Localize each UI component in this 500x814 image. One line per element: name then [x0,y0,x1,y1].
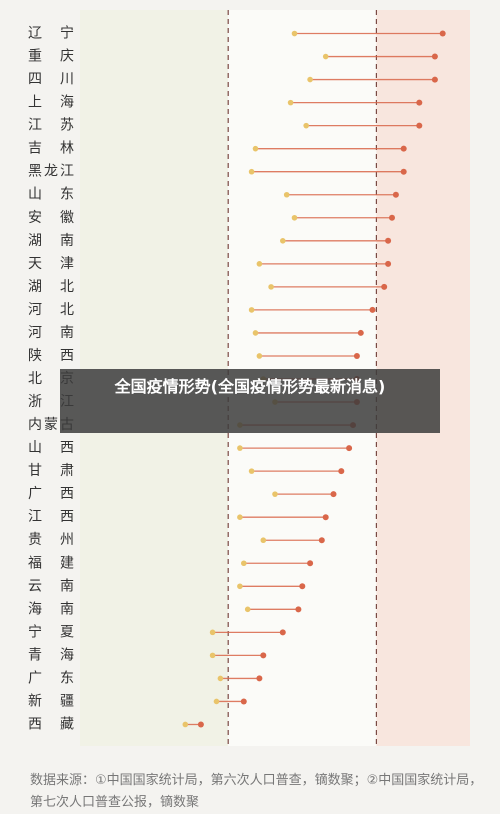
category-label: 广西 [28,486,74,502]
start-dot [322,53,329,60]
start-dot [209,652,216,659]
end-dot [295,606,302,613]
end-dot [416,99,423,106]
category-label: 贵州 [28,532,74,548]
start-dot [252,145,259,152]
category-label: 天津 [28,256,74,272]
category-label: 重庆 [28,49,74,65]
start-dot [291,30,298,37]
end-dot [385,237,392,244]
start-dot [303,122,310,129]
category-label: 四川 [28,72,74,88]
start-dot [280,238,286,244]
end-dot [400,145,407,152]
category-label: 甘肃 [28,463,74,479]
category-label: 湖南 [28,233,74,249]
category-label: 上海 [28,95,74,111]
end-dot [439,30,446,37]
start-dot [283,191,290,198]
end-dot [416,122,423,129]
category-label: 江苏 [28,118,74,134]
start-dot [237,445,243,451]
end-dot [357,329,364,336]
end-dot [330,491,337,498]
category-label: 黑龙江 [28,164,74,180]
source-note: 数据来源：①中国国家统计局，第六次人口普查，镝数聚；②中国国家统计局，第七次人口… [30,773,483,810]
category-label: 青海 [28,647,74,663]
category-label: 湖北 [28,279,74,295]
end-dot [369,306,376,313]
category-label: 山东 [28,187,74,203]
category-label: 陕西 [28,348,74,364]
start-dot [256,261,263,267]
start-dot [237,583,243,590]
end-dot [385,260,392,267]
end-dot [389,214,395,221]
category-label: 宁夏 [28,623,74,640]
end-dot [299,583,306,590]
category-label: 新疆 [28,693,74,709]
end-dot [381,283,388,290]
start-dot [248,468,255,474]
start-dot [213,698,220,705]
start-dot [268,284,274,290]
start-dot [291,214,298,221]
category-label: 江西 [28,509,74,525]
end-dot [256,675,263,682]
start-dot [182,721,189,728]
category-label: 云南 [28,578,74,594]
category-label: 吉林 [28,141,74,157]
caption-overlay: 全国疫情形势(全国疫情形势最新消息) [60,369,440,433]
start-dot [241,560,247,567]
start-dot [272,491,278,497]
start-dot [217,675,224,682]
start-dot [248,307,255,313]
end-dot [400,168,407,175]
end-dot [318,537,325,544]
end-dot [431,53,438,60]
start-dot [256,353,263,359]
end-dot [260,652,267,659]
category-label: 西藏 [28,716,74,732]
start-dot [244,606,251,613]
end-dot [338,468,345,475]
category-label: 广东 [28,670,74,686]
start-dot [260,537,267,544]
end-dot [392,191,399,198]
start-dot [209,629,216,636]
category-label: 山西 [28,440,74,456]
end-dot [353,352,360,359]
start-dot [248,168,255,175]
end-dot [240,698,247,705]
category-label: 辽宁 [28,25,74,42]
category-label: 河北 [28,302,74,318]
start-dot [237,514,243,520]
category-label: 海南 [28,601,74,617]
end-dot [322,514,329,521]
end-dot [279,629,286,636]
category-label: 安徽 [28,210,74,226]
start-dot [307,76,313,83]
start-dot [287,99,294,106]
category-label: 福建 [28,555,74,571]
category-label: 河南 [28,325,74,341]
start-dot [252,330,259,336]
end-dot [197,721,204,728]
end-dot [346,445,353,452]
end-dot [307,560,314,567]
end-dot [431,76,438,83]
